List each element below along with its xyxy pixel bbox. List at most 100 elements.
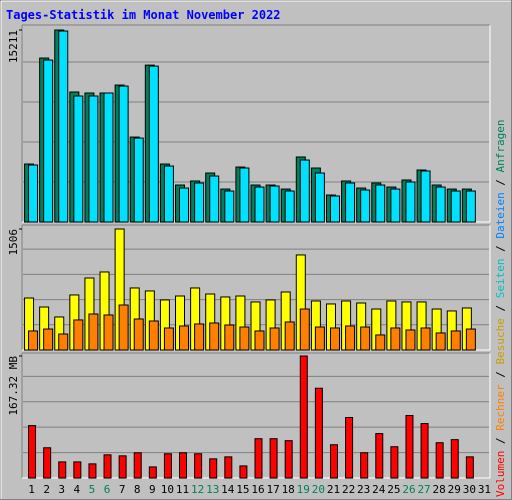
bar: [179, 452, 188, 479]
bar: [118, 85, 129, 223]
bar: [269, 185, 280, 223]
legend-item: Rechner: [494, 384, 507, 431]
bar: [209, 458, 218, 479]
bar: [88, 313, 99, 351]
bar: [375, 334, 386, 351]
bar: [103, 92, 114, 223]
bar: [28, 330, 39, 351]
x-tick-label: 9: [149, 483, 156, 496]
legend-separator: /: [494, 239, 507, 259]
x-tick-label: 17: [266, 483, 279, 496]
bar: [163, 453, 172, 479]
y-tick-label: 1506: [7, 229, 20, 256]
legend-separator: /: [494, 172, 507, 192]
bar: [239, 326, 250, 351]
x-tick-label: 19: [297, 483, 310, 496]
x-tick-label: 10: [161, 483, 174, 496]
legend-item: Besuche: [494, 318, 507, 364]
bar: [43, 328, 54, 351]
bar: [390, 446, 399, 479]
bar: [345, 325, 356, 351]
bar: [420, 423, 429, 479]
legend-separator: /: [494, 431, 507, 451]
chart-title: Tages-Statistik im Monat November 2022: [6, 8, 281, 22]
bar: [435, 442, 444, 479]
bar: [269, 438, 278, 479]
bar: [194, 323, 205, 351]
legend-item: Anfragen: [494, 119, 507, 172]
x-tick-label: 5: [89, 483, 96, 496]
bar: [465, 190, 476, 223]
legend: Volumen / Rechner / Besuche / Seiten / D…: [494, 119, 507, 497]
x-tick-label: 24: [372, 483, 386, 496]
legend-separator: /: [494, 365, 507, 385]
x-tick-label: 3: [58, 483, 65, 496]
bar: [179, 325, 190, 351]
x-tick-label: 15: [236, 483, 249, 496]
bar: [133, 137, 144, 223]
bar: [299, 308, 310, 351]
bar: [209, 322, 220, 351]
x-tick-label: 27: [417, 483, 430, 496]
bar: [133, 452, 142, 479]
bar: [254, 438, 263, 479]
bar: [133, 318, 144, 351]
bar: [163, 165, 174, 223]
legend-item: Dateien: [494, 192, 507, 238]
bar: [299, 159, 310, 223]
bar: [405, 329, 416, 351]
bar: [118, 455, 127, 479]
x-tick-label: 6: [104, 483, 111, 496]
bar: [450, 190, 461, 223]
x-tick-label: 20: [312, 483, 325, 496]
bar: [405, 181, 416, 223]
bar: [28, 425, 37, 479]
bar: [43, 447, 52, 479]
x-tick-label: 30: [463, 483, 476, 496]
x-tick-label: 8: [134, 483, 141, 496]
bar: [148, 65, 159, 223]
bar: [329, 327, 340, 351]
bar: [299, 355, 308, 479]
x-tick-label: 11: [176, 483, 189, 496]
x-tick-label: 1: [28, 483, 35, 496]
bar: [73, 95, 84, 223]
bar: [58, 333, 69, 351]
x-tick-label: 12: [191, 483, 204, 496]
bar: [148, 466, 157, 479]
bar: [390, 188, 401, 223]
bar: [314, 172, 325, 223]
y-tick-label: 15211: [7, 30, 20, 63]
x-tick-label: 31: [478, 483, 491, 496]
x-tick-label: 23: [357, 483, 370, 496]
x-tick-label: 29: [448, 483, 461, 496]
bar: [224, 190, 235, 223]
bar: [209, 175, 220, 223]
legend-separator: /: [494, 298, 507, 318]
bar: [88, 95, 99, 223]
x-tick-label: 25: [387, 483, 400, 496]
bar: [314, 387, 323, 479]
bar: [58, 461, 67, 479]
bar: [194, 182, 205, 223]
bar: [345, 416, 354, 479]
x-tick-label: 28: [433, 483, 446, 496]
x-tick-label: 13: [206, 483, 219, 496]
bar: [390, 327, 401, 351]
bar: [239, 167, 250, 223]
bar: [329, 444, 338, 479]
bar: [420, 170, 431, 223]
bar: [450, 439, 459, 479]
x-tick-label: 16: [251, 483, 264, 496]
x-tick-label: 4: [74, 483, 81, 496]
bar: [435, 186, 446, 223]
bar: [254, 186, 265, 223]
bar: [284, 440, 293, 479]
bar: [254, 330, 265, 351]
bar: [314, 326, 325, 351]
bar: [28, 164, 39, 223]
bar: [118, 304, 129, 351]
bar: [465, 456, 474, 479]
x-tick-label: 26: [402, 483, 415, 496]
bar: [375, 184, 386, 223]
